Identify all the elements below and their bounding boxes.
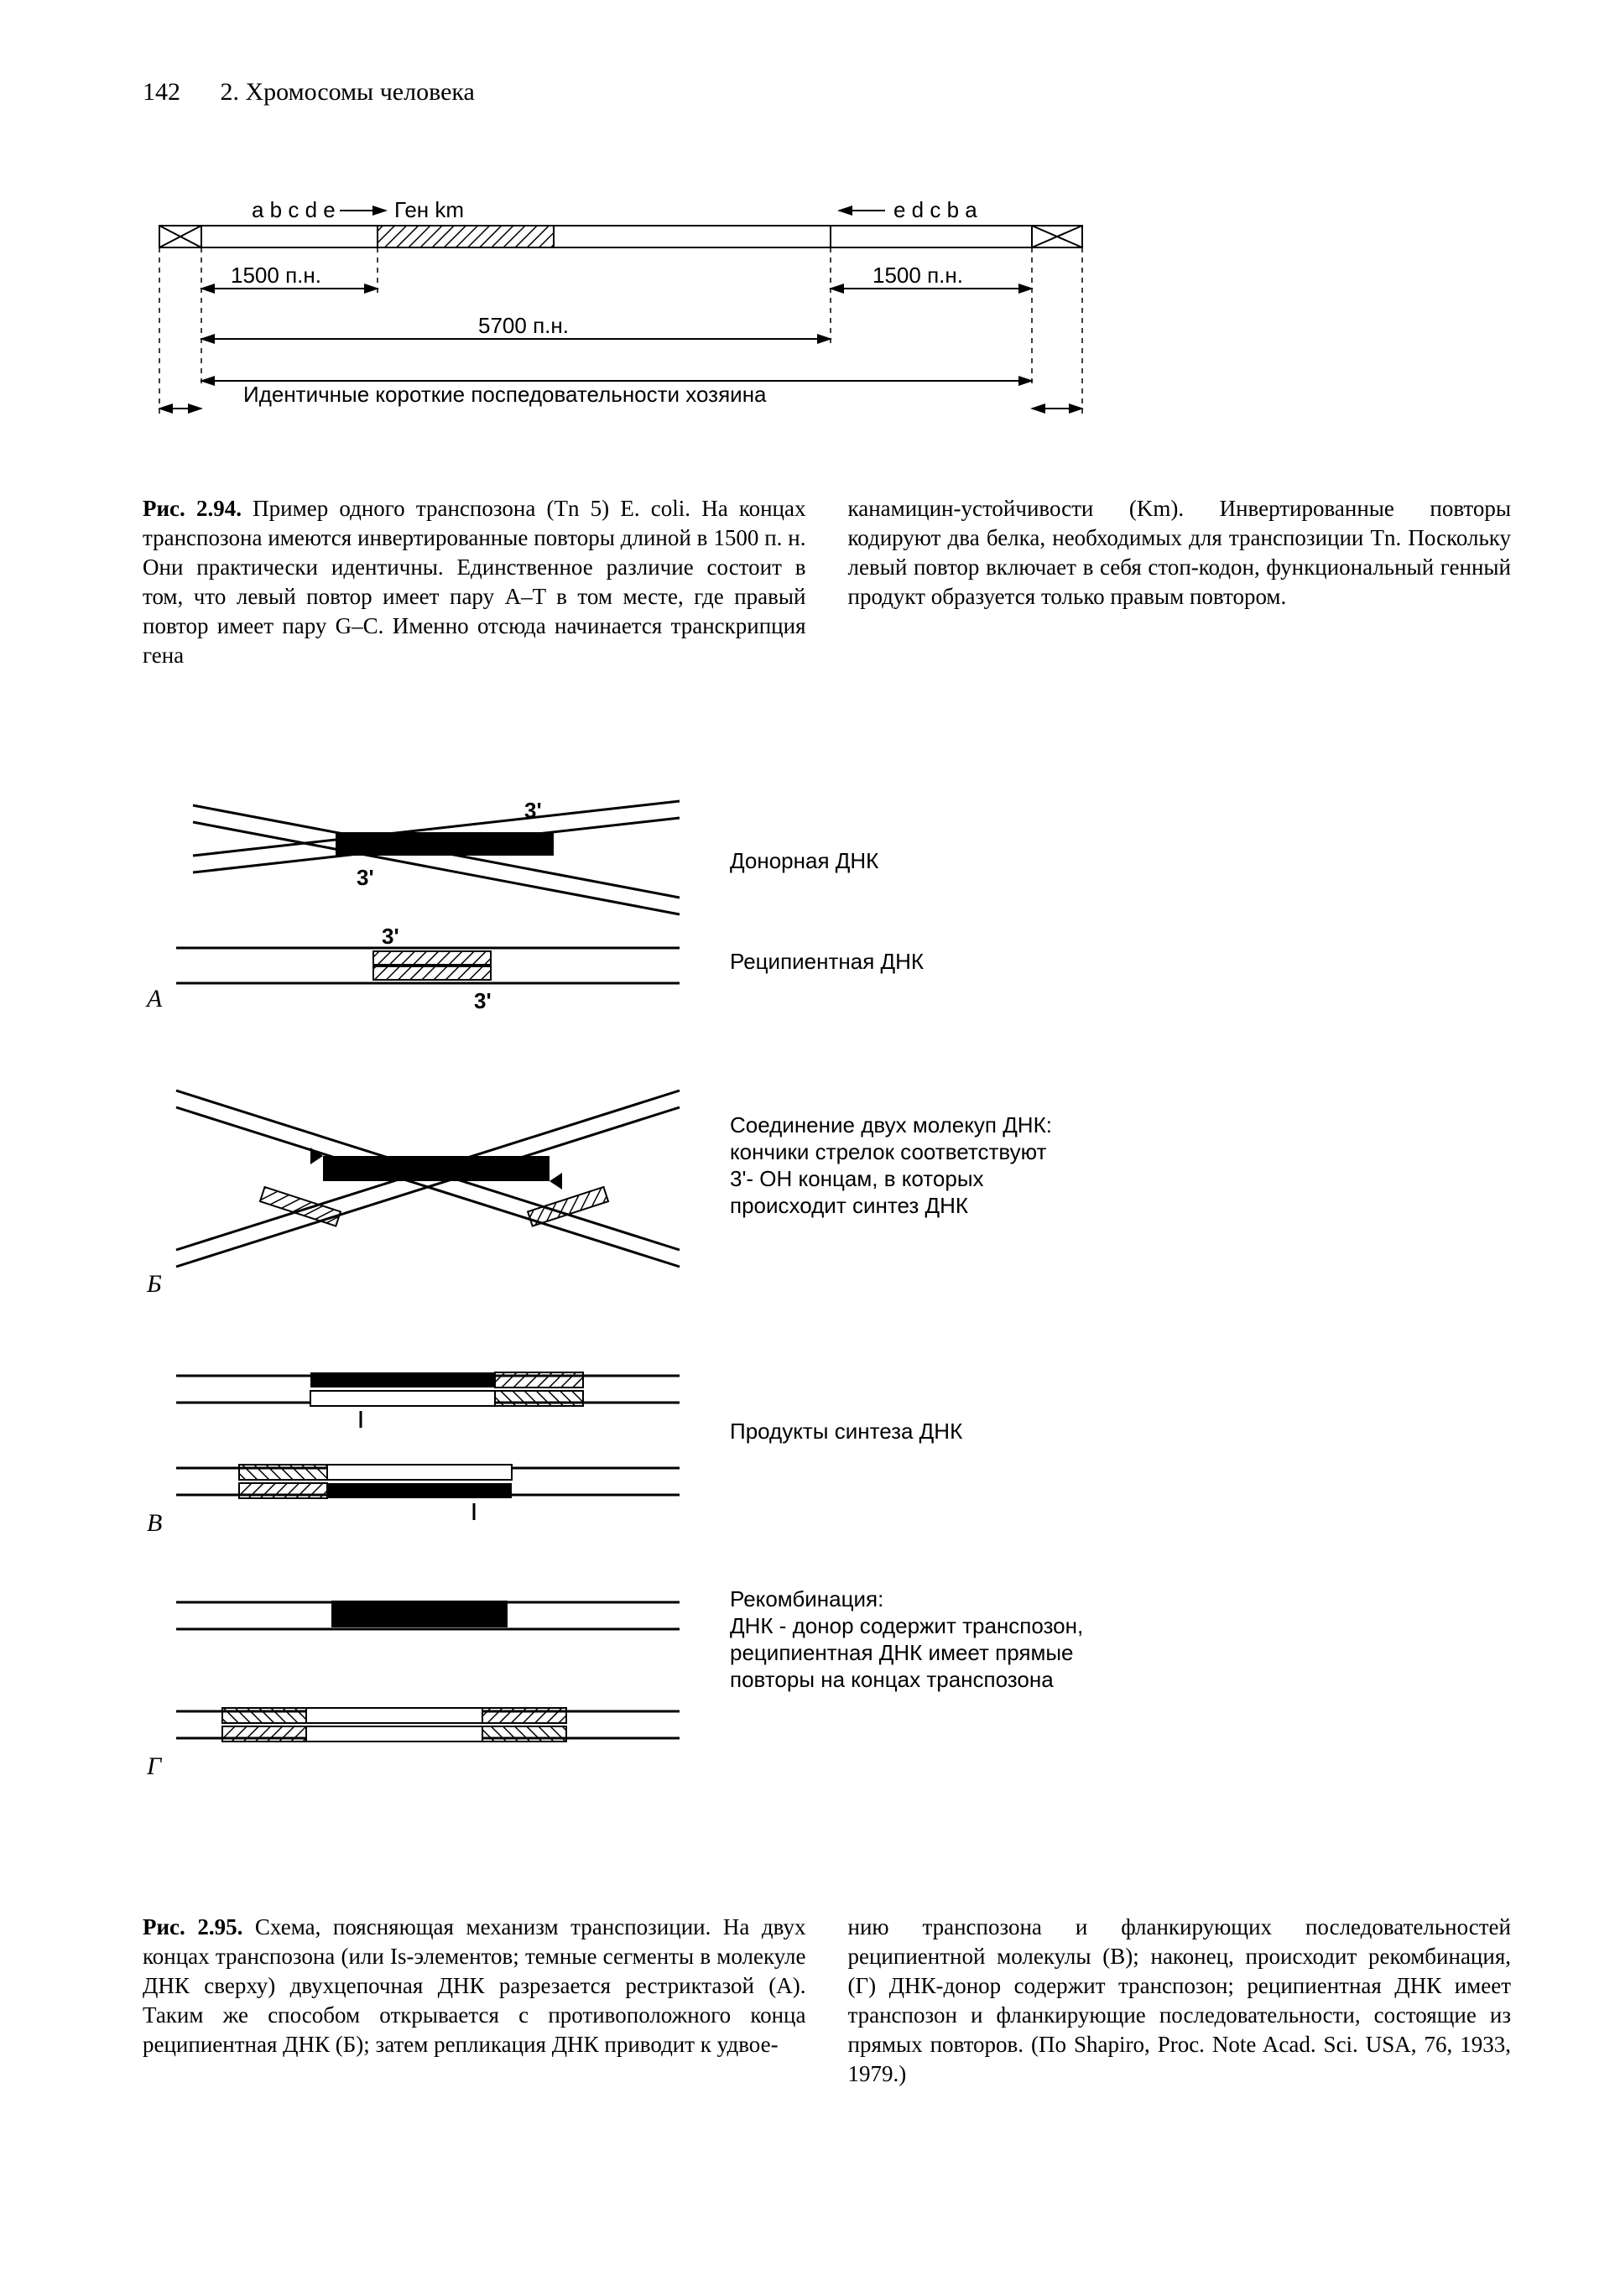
panel-label-A: А (145, 985, 163, 1013)
page-header: 142 2. Хромосомы человека (143, 75, 1511, 108)
caption-col-right: канамицин-устойчивости (Km). Инвертирова… (848, 494, 1512, 671)
panelB-l1: Соединение двух молекуп ДНК: (730, 1112, 1052, 1138)
caption-label: Рис. 2.95. (143, 1914, 242, 1939)
panel-V: Продукты синтеза ДНК В (147, 1372, 962, 1537)
figure-2-94: a b c d e Ген km e d c b a 1500 п.н. 150… (143, 192, 1511, 444)
three-prime: 3' (524, 798, 542, 823)
three-prime: 3' (474, 988, 492, 1013)
fig294-dim-left: 1500 п.н. (231, 263, 321, 288)
panel-A: 3' 3' Донорная ДНК 3' 3' Реципиентная ДН… (145, 798, 924, 1013)
panelG-l3: реципиентная ДНК имеет прямые (730, 1640, 1073, 1665)
caption-2-94: Рис. 2.94. Пример одного транспозона (Tn… (143, 494, 1511, 671)
fig294-label-gene: Ген km (394, 197, 464, 222)
panelB-l3: 3'- ОН концам, в которых (730, 1166, 984, 1191)
panelB-l2: кончики стрелок соответствуют (730, 1139, 1047, 1164)
three-prime: 3' (357, 865, 374, 890)
panelG-l2: ДНК - донор содержит транспозон, (730, 1613, 1083, 1638)
panel-label-V: В (147, 1509, 162, 1537)
fig294-label-right-seq: e d c b a (893, 197, 977, 222)
caption-2-95: Рис. 2.95. Схема, поясняющая механизм тр… (143, 1913, 1511, 2090)
three-prime: 3' (382, 924, 399, 949)
donor-label: Донорная ДНК (730, 848, 878, 873)
recipient-label: Реципиентная ДНК (730, 949, 924, 974)
page-number: 142 (143, 78, 180, 106)
caption-text-left: Пример одного транспозона (Tn 5) E. coli… (143, 496, 806, 668)
panelG-l4: повторы на концах транспозона (730, 1667, 1054, 1692)
fig294-dim-total: 5700 п.н. (478, 313, 569, 338)
fig294-label-left-seq: a b c d e (252, 197, 336, 222)
caption-col-left: Рис. 2.94. Пример одного транспозона (Tn… (143, 494, 806, 671)
figure-2-95: 3' 3' Донорная ДНК 3' 3' Реципиентная ДН… (143, 772, 1511, 1862)
panel-label-G: Г (146, 1752, 163, 1780)
caption-text-right: канамицин-устойчивости (Km). Инвертирова… (848, 496, 1512, 609)
fig294-dim-right: 1500 п.н. (873, 263, 963, 288)
fig294-svg: a b c d e Ген km e d c b a 1500 п.н. 150… (143, 192, 1149, 444)
panelV-label: Продукты синтеза ДНК (730, 1419, 962, 1444)
caption-col-left: Рис. 2.95. Схема, поясняющая механизм тр… (143, 1913, 806, 2090)
fig294-bar (159, 226, 1082, 247)
panelG-l1: Рекомбинация: (730, 1586, 883, 1611)
section-title: 2. Хромосомы человека (221, 78, 475, 106)
caption-text-right: нию транспозона и фланкирующих последова… (848, 1914, 1512, 2086)
caption-label: Рис. 2.94. (143, 496, 242, 521)
caption-text-left: Схема, поясняющая механизм транспозиции.… (143, 1914, 806, 2057)
fig295-svg: 3' 3' Донорная ДНК 3' 3' Реципиентная ДН… (143, 772, 1359, 1862)
caption-col-right: нию транспозона и фланкирующих последова… (848, 1913, 1512, 2090)
panel-label-B: Б (146, 1270, 162, 1298)
panelB-l4: происходит синтез ДНК (730, 1193, 968, 1218)
panel-B: Соединение двух молекуп ДНК: кончики стр… (146, 1091, 1052, 1298)
fig294-bottom-label: Идентичные короткие поспедовательности х… (243, 382, 767, 407)
panel-G: Рекомбинация: ДНК - донор содержит транс… (146, 1586, 1083, 1780)
